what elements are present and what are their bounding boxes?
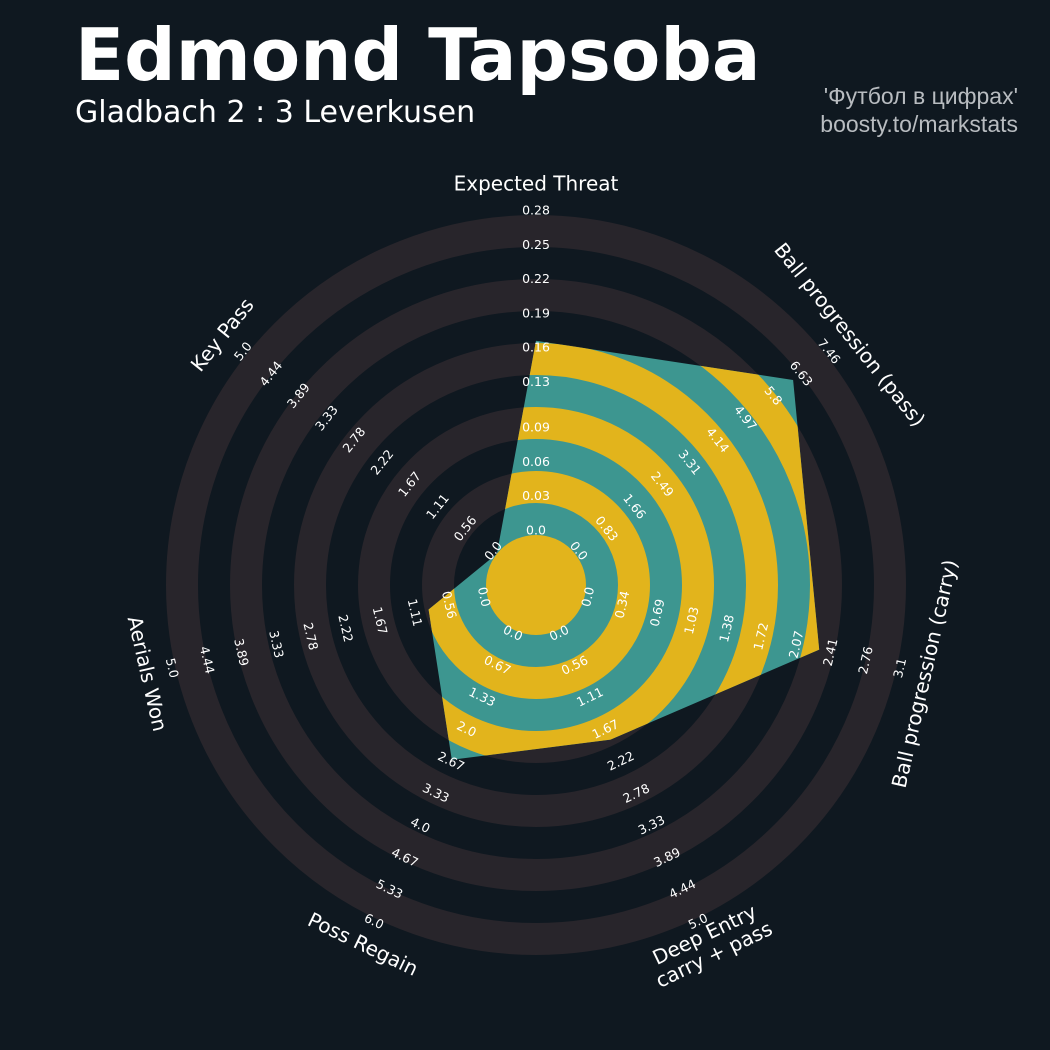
credit: 'Футбол в цифрах' [824, 83, 1018, 109]
tick-label: 0.16 [522, 340, 550, 355]
match-score: Gladbach 2 : 3 Leverkusen [75, 95, 475, 130]
tick-label: 2.76 [855, 645, 876, 676]
tick-label: 0.06 [522, 454, 550, 469]
tick-label: 1.72 [750, 621, 771, 651]
ring-band [166, 215, 906, 955]
category-label: Expected Threat [454, 172, 619, 196]
tick-label: 2.07 [786, 629, 807, 659]
highlight-band [428, 407, 714, 760]
credit: boosty.to/markstats [820, 111, 1018, 137]
center-circle [486, 535, 586, 635]
tick-label: 2.78 [300, 621, 321, 652]
tick-label: 3.89 [231, 637, 252, 668]
tick-label: 5.0 [163, 657, 182, 680]
tick-label: 0.25 [522, 237, 550, 252]
tick-label: 1.67 [370, 605, 391, 635]
tick-label: 2.22 [335, 613, 356, 643]
tick-label: 3.33 [266, 629, 287, 659]
tick-label: 1.11 [405, 597, 426, 627]
tick-label: 0.13 [522, 374, 550, 389]
tick-label: 0.56 [439, 590, 460, 621]
tick-label: 4.44 [197, 645, 218, 676]
tick-label: 0.69 [647, 597, 668, 628]
tick-label: 3.1 [890, 657, 909, 680]
player-name: Edmond Tapsoba [75, 13, 760, 97]
tick-label: 0.34 [612, 589, 633, 620]
tick-label: 0.0 [578, 585, 597, 608]
tick-label: 1.03 [681, 605, 702, 635]
ring-band [230, 279, 842, 891]
tick-label: 0.0 [526, 523, 546, 538]
highlight-band [428, 343, 778, 760]
tick-label: 0.28 [522, 203, 550, 218]
tick-label: 0.09 [522, 420, 550, 435]
tick-label: 2.41 [820, 637, 841, 667]
tick-label: 0.0 [475, 585, 494, 608]
tick-label: 0.03 [522, 488, 550, 503]
tick-label: 0.22 [522, 271, 550, 286]
tick-label: 1.38 [716, 613, 737, 644]
tick-label: 0.19 [522, 305, 550, 320]
